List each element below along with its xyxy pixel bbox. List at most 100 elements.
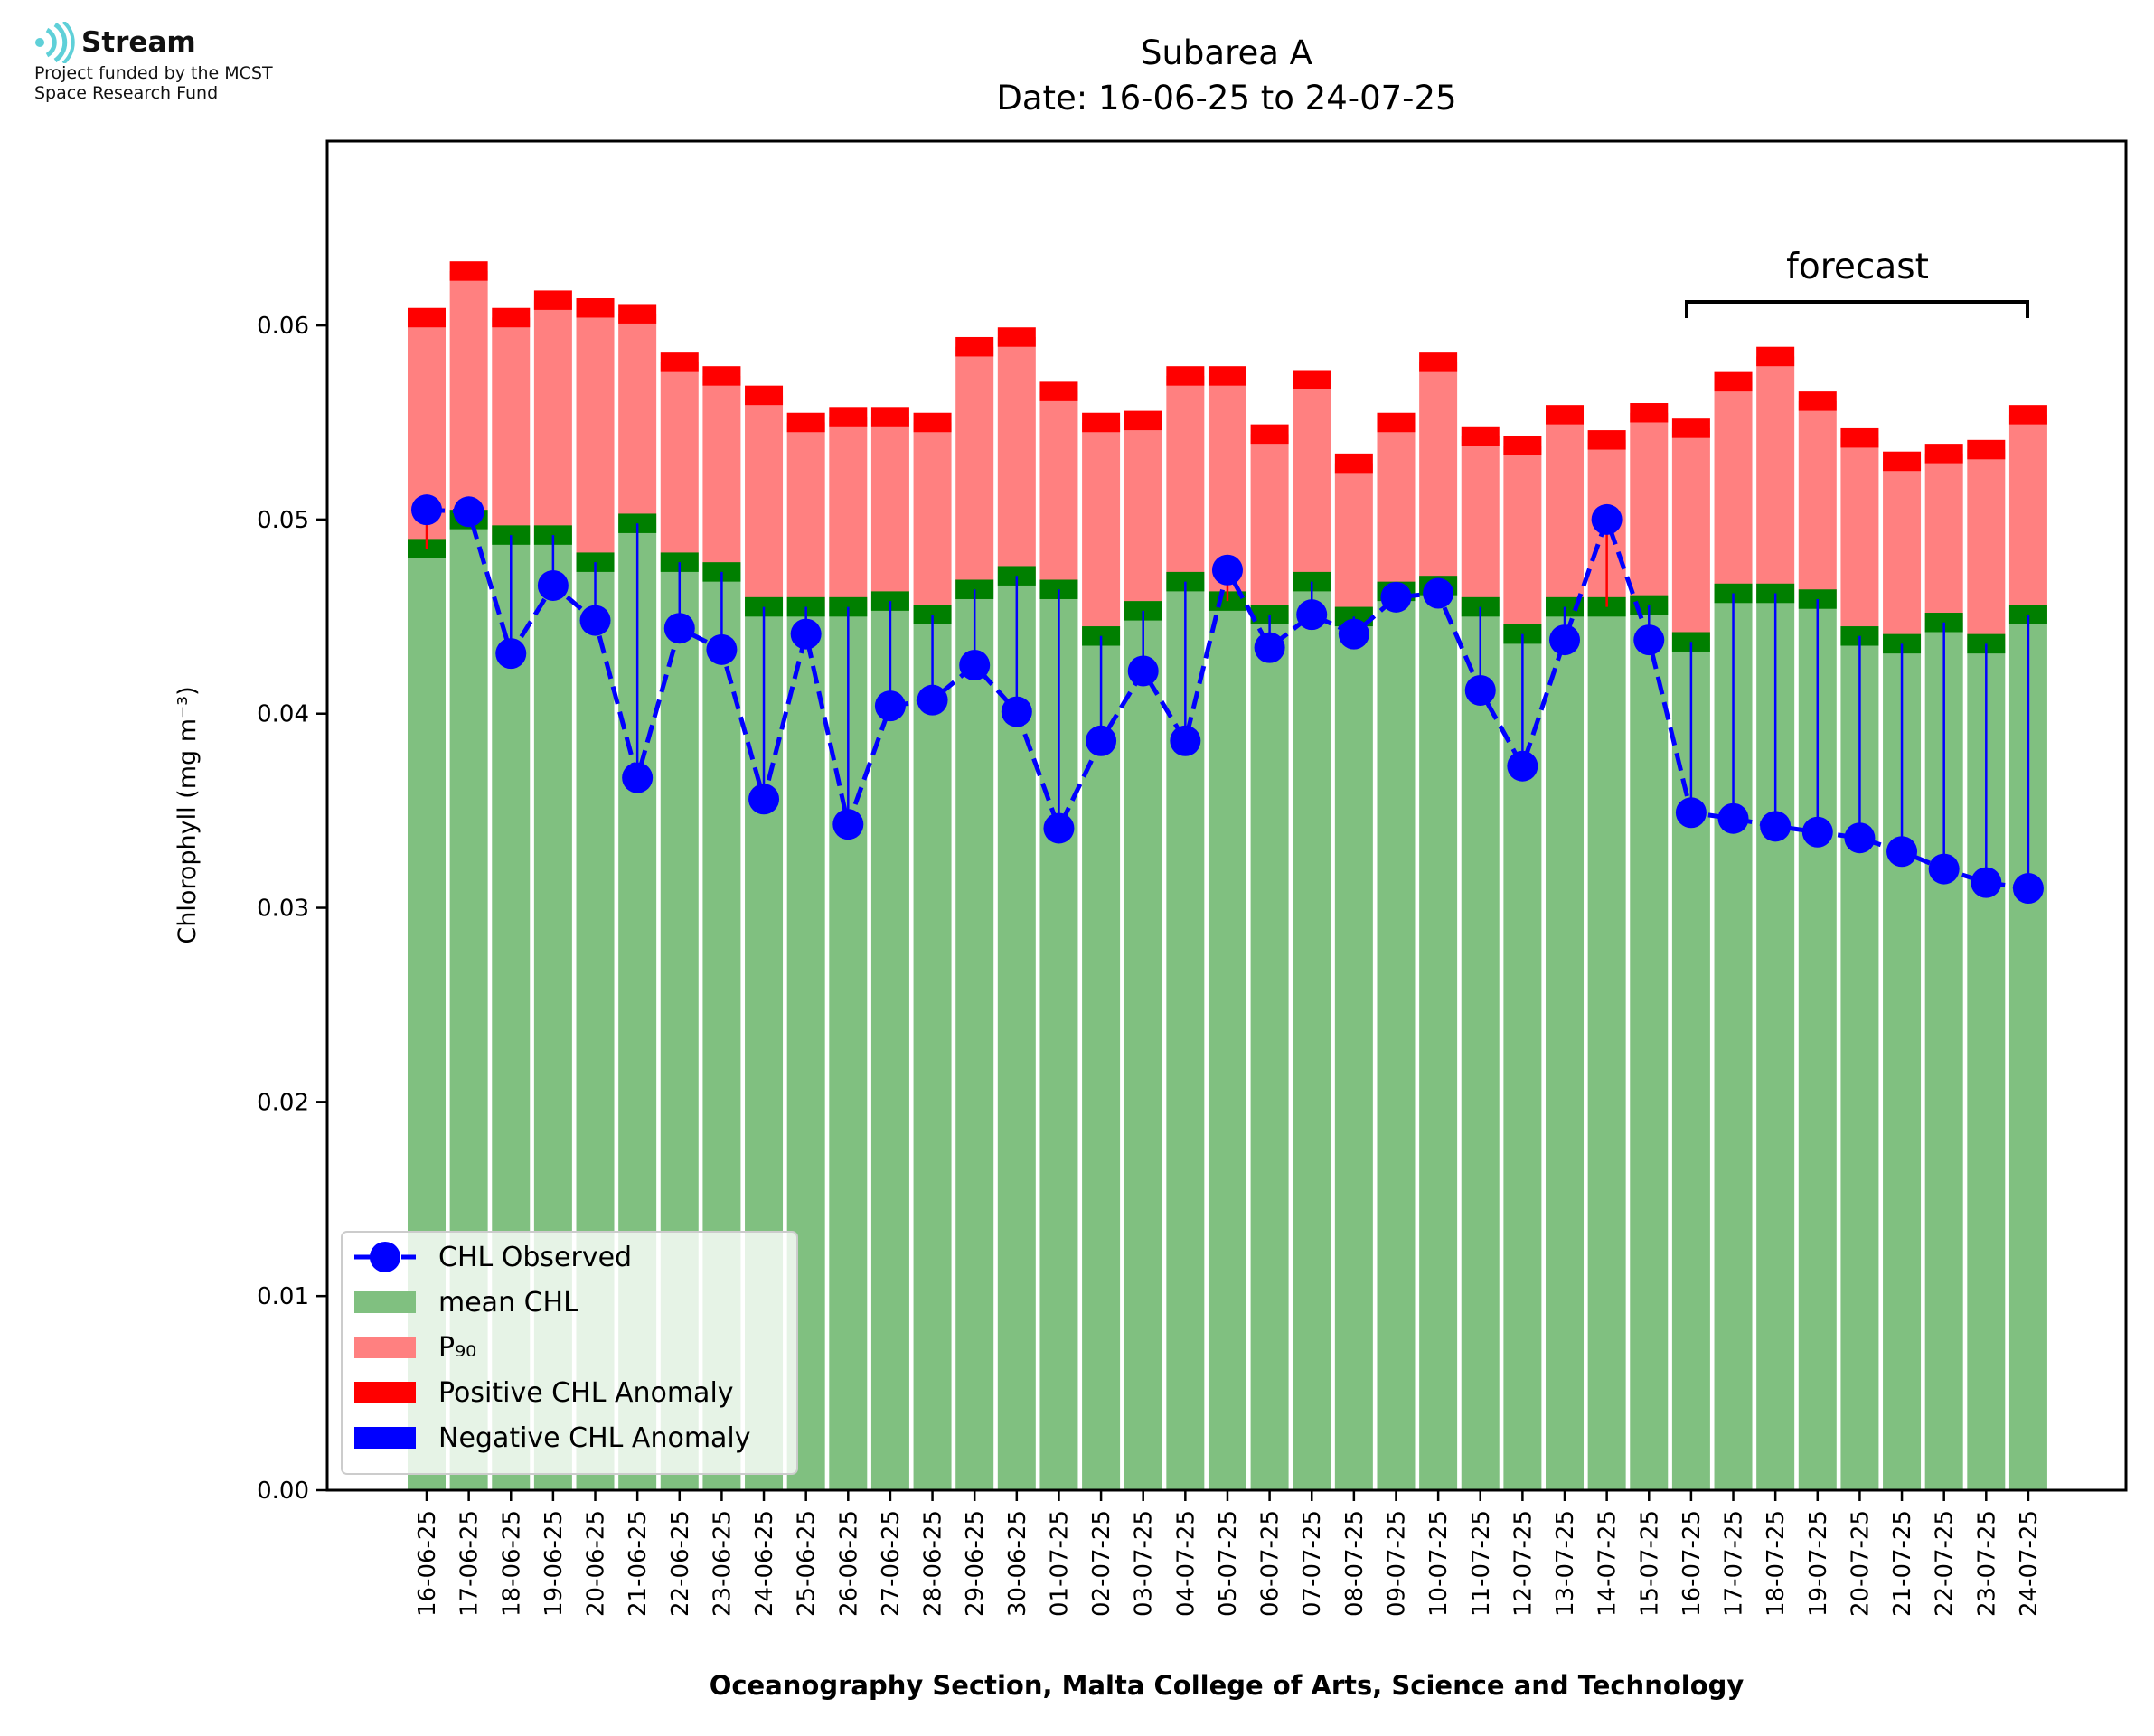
p90-bar-25-06-25	[786, 422, 825, 607]
p90-bar-15-07-25	[1630, 412, 1669, 605]
p90-bar-13-07-25	[1546, 414, 1585, 607]
x-tick-label-05-07-25: 05-07-25	[1215, 1510, 1242, 1617]
x-tick-label-26-06-25: 26-06-25	[835, 1510, 862, 1617]
p90-band-21-06-25	[618, 304, 657, 324]
observed-point-24-07-25	[2012, 873, 2044, 905]
p90-band-24-07-25	[2008, 405, 2047, 425]
observed-point-20-07-25	[1844, 822, 1876, 854]
logo-subtitle-1: Project funded by the MCST	[34, 63, 273, 83]
mean-bar-09-07-25	[1377, 591, 1416, 1490]
p90-band-27-06-25	[870, 407, 909, 427]
observed-point-19-06-25	[537, 569, 569, 601]
p90-bar-01-07-25	[1039, 391, 1078, 590]
p90-bar-20-07-25	[1840, 437, 1879, 636]
logo-subtitle-2: Space Research Fund	[34, 83, 219, 103]
observed-point-07-07-25	[1296, 599, 1328, 631]
p90-bar-18-06-25	[492, 317, 531, 536]
legend: CHL Observed mean CHL P₉₀ Positive CHL Anom…	[341, 1231, 798, 1475]
x-tick-label-17-07-25: 17-07-25	[1721, 1510, 1748, 1617]
p90-bar-29-06-25	[955, 346, 994, 590]
observed-point-13-07-25	[1549, 624, 1581, 656]
p90-band-16-06-25	[408, 307, 446, 328]
x-tick-label-01-07-25: 01-07-25	[1046, 1510, 1073, 1617]
x-tick-label-04-07-25: 04-07-25	[1172, 1510, 1199, 1617]
observed-point-23-06-25	[706, 633, 738, 665]
p90-bar-20-06-25	[576, 307, 615, 563]
p90-bar-24-06-25	[745, 395, 784, 607]
mean-bar-05-07-25	[1208, 601, 1246, 1490]
x-tick-label-19-07-25: 19-07-25	[1805, 1510, 1832, 1617]
p90-bar-23-06-25	[702, 375, 741, 572]
legend-label-negative-chl-anomaly: Negative CHL Anomaly	[438, 1422, 751, 1454]
x-tick-label-02-07-25: 02-07-25	[1088, 1510, 1115, 1617]
p90-band-05-07-25	[1208, 366, 1246, 386]
mean-bar-29-06-25	[955, 589, 994, 1490]
legend-label-chl-observed: CHL Observed	[438, 1242, 632, 1273]
mean-band-19-06-25	[533, 525, 572, 545]
observed-point-27-06-25	[874, 690, 906, 722]
x-axis-label: Oceanography Section, Malta College of A…	[710, 1670, 1745, 1701]
p90-band-19-06-25	[533, 290, 572, 310]
p90-bar-09-07-25	[1377, 422, 1416, 592]
x-tick-label-13-07-25: 13-07-25	[1552, 1510, 1579, 1617]
observed-point-25-06-25	[790, 618, 822, 650]
p90-bar-10-07-25	[1419, 361, 1458, 586]
x-tick-label-18-07-25: 18-07-25	[1763, 1510, 1790, 1617]
p90-band-24-06-25	[745, 385, 784, 406]
observed-point-12-07-25	[1507, 750, 1538, 782]
x-tick-label-24-06-25: 24-06-25	[751, 1510, 778, 1617]
observed-point-17-06-25	[453, 496, 484, 528]
p90-band-22-07-25	[1924, 444, 1963, 464]
mean-band-18-06-25	[492, 525, 531, 545]
forecast-label: forecast	[1786, 247, 1929, 287]
mean-bar-08-07-25	[1334, 616, 1373, 1490]
x-tick-label-25-06-25: 25-06-25	[794, 1510, 821, 1617]
observed-point-22-07-25	[1928, 853, 1960, 885]
y-tick-label-4: 0.04	[257, 701, 309, 728]
observed-point-14-07-25	[1591, 503, 1623, 535]
observed-point-09-07-25	[1380, 581, 1412, 613]
x-tick-label-24-07-25: 24-07-25	[2016, 1510, 2043, 1617]
observed-point-05-07-25	[1211, 554, 1243, 586]
x-tick-label-06-07-25: 06-07-25	[1257, 1510, 1284, 1617]
mean-band-22-06-25	[660, 552, 699, 572]
forecast-bracket	[1685, 300, 2029, 318]
chart-subtitle: Date: 16-06-25 to 24-07-25	[996, 79, 1456, 117]
mean-band-18-07-25	[1756, 583, 1795, 604]
observed-point-30-06-25	[1001, 696, 1032, 727]
legend-marker-chl-observed	[370, 1242, 400, 1272]
observed-point-23-07-25	[1971, 867, 2002, 898]
stream-logo: Stream Project funded by the MCST Space …	[34, 22, 378, 103]
p90-band-08-07-25	[1334, 453, 1373, 474]
x-tick-label-20-07-25: 20-07-25	[1847, 1510, 1874, 1617]
p90-band-14-07-25	[1587, 430, 1626, 450]
x-tick-label-11-07-25: 11-07-25	[1468, 1510, 1495, 1617]
x-tick-label-23-07-25: 23-07-25	[1973, 1510, 2000, 1617]
legend-label-p: P₉₀	[438, 1332, 476, 1364]
p90-band-10-07-25	[1419, 352, 1458, 372]
p90-bar-27-06-25	[870, 417, 909, 602]
legend-label-positive-chl-anomaly: Positive CHL Anomaly	[438, 1377, 734, 1409]
p90-bar-11-07-25	[1461, 436, 1500, 607]
p90-band-02-07-25	[1082, 412, 1121, 433]
chart-title: Subarea A	[1141, 33, 1312, 72]
observed-point-11-07-25	[1464, 674, 1496, 706]
p90-bar-24-07-25	[2008, 414, 2047, 615]
x-tick-label-14-07-25: 14-07-25	[1594, 1510, 1622, 1617]
mean-band-29-06-25	[955, 579, 994, 599]
p90-band-13-07-25	[1546, 405, 1585, 425]
p90-bar-17-07-25	[1714, 381, 1753, 594]
mean-bar-10-07-25	[1419, 585, 1458, 1490]
observed-line-layer	[411, 494, 2044, 905]
x-tick-label-28-06-25: 28-06-25	[920, 1510, 947, 1617]
y-tick-label-1: 0.01	[257, 1283, 309, 1310]
p90-band-16-07-25	[1671, 418, 1710, 438]
legend-swatch-negative-chl-anomaly	[354, 1427, 416, 1449]
legend-swatch-positive-chl-anomaly	[354, 1382, 416, 1403]
p90-band-15-07-25	[1630, 403, 1669, 423]
p90-bar-08-07-25	[1334, 463, 1373, 617]
p90-bar-30-06-25	[997, 336, 1036, 577]
y-tick-label-6: 0.06	[257, 313, 309, 340]
x-tick-label-22-07-25: 22-07-25	[1932, 1510, 1959, 1617]
observed-point-21-07-25	[1886, 836, 1918, 868]
